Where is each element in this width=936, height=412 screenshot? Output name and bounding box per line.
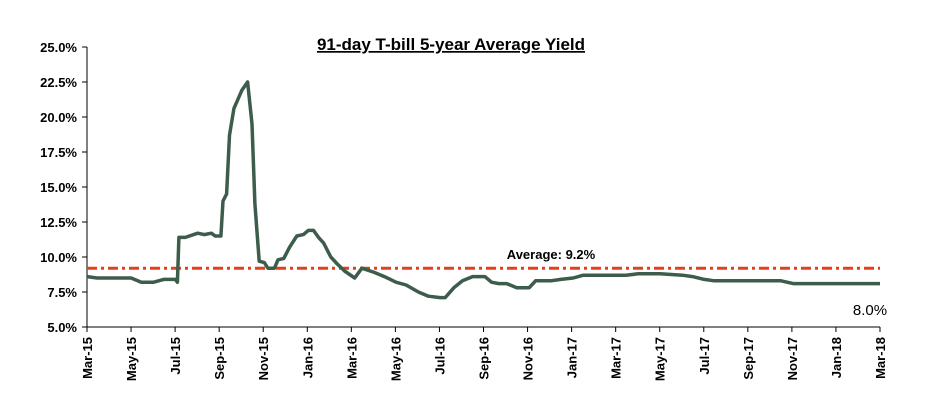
y-tick-label: 7.5%	[47, 285, 77, 300]
y-tick-label: 10.0%	[40, 250, 77, 265]
x-tick-label: Jul-16	[432, 337, 447, 375]
x-tick-label: Jan-17	[565, 337, 580, 378]
last-value-label: 8.0%	[853, 302, 887, 319]
x-tick-label: Nov-16	[521, 337, 536, 380]
x-tick-label: Sep-15	[212, 337, 227, 380]
chart-title: 91-day T-bill 5-year Average Yield	[317, 35, 585, 54]
y-tick-label: 5.0%	[47, 320, 77, 335]
x-tick-label: Nov-15	[256, 337, 271, 380]
x-tick-label: Jul-17	[697, 337, 712, 375]
x-tick-label: Mar-16	[344, 337, 359, 379]
average-label: Average: 9.2%	[507, 247, 596, 262]
x-tick-label: Mar-18	[873, 337, 888, 379]
x-tick-label: Jul-15	[168, 337, 183, 375]
y-tick-label: 25.0%	[40, 40, 77, 55]
y-tick-label: 12.5%	[40, 215, 77, 230]
x-tick-label: Mar-17	[609, 337, 624, 379]
x-axis: Mar-15 May-15 Jul-15 Sep-15 Nov-15 Jan-16 Mar-…	[80, 326, 888, 381]
x-tick-label: Sep-16	[477, 337, 492, 380]
x-tick-label: Nov-17	[785, 337, 800, 380]
y-axis: 5.0% 7.5% 10.0% 12.5% 15.0% 17.5% 20.0% 22.5% 25…	[40, 40, 88, 335]
series-line	[86, 80, 880, 300]
x-tick-label: Mar-15	[80, 337, 95, 379]
y-tick-label: 20.0%	[40, 110, 77, 125]
y-tick-label: 17.5%	[40, 145, 77, 160]
x-tick-label: Jan-18	[829, 337, 844, 378]
y-tick-label: 15.0%	[40, 180, 77, 195]
x-tick-label: May-17	[653, 337, 668, 381]
x-tick-label: May-15	[124, 337, 139, 381]
x-tick-label: May-16	[388, 337, 403, 381]
x-tick-label: Sep-17	[741, 337, 756, 380]
y-tick-label: 22.5%	[40, 75, 77, 90]
x-tick-label: Jan-16	[300, 337, 315, 378]
